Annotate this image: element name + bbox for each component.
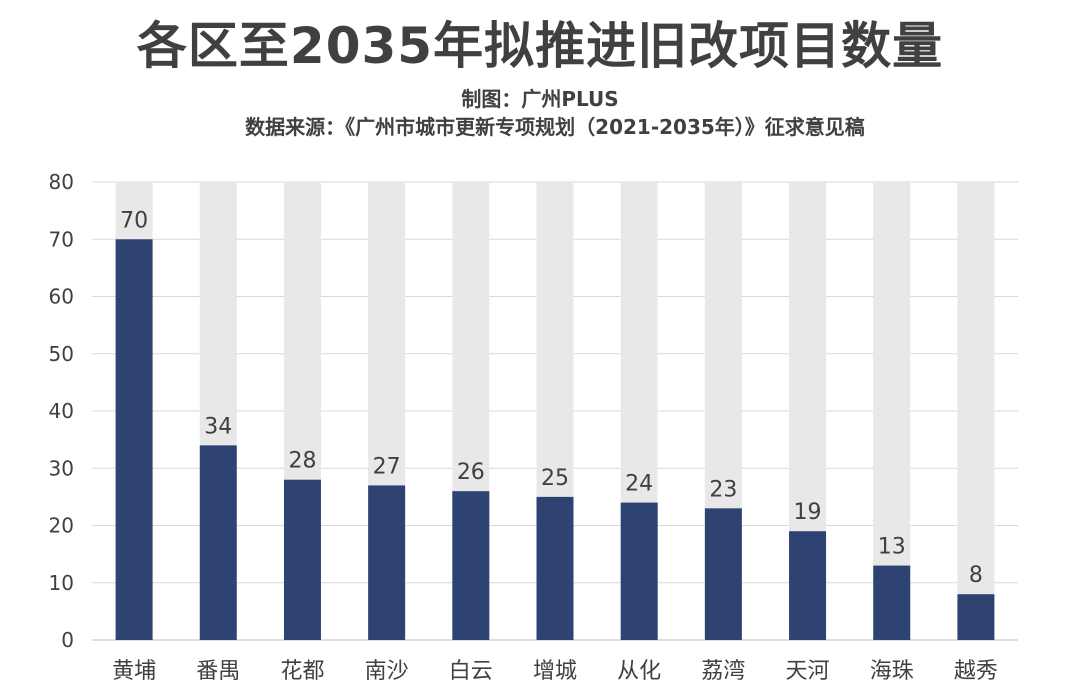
data-label: 27 bbox=[373, 454, 401, 479]
bar bbox=[452, 491, 490, 640]
bar bbox=[620, 502, 658, 640]
data-label: 26 bbox=[457, 460, 485, 485]
bar bbox=[957, 594, 995, 640]
x-tick-label: 荔湾 bbox=[701, 659, 745, 684]
data-labels: 70 34 28 27 26 25 24 23 19 13 8 bbox=[120, 208, 983, 588]
chart-maker-credit: 制图：广州PLUS bbox=[461, 87, 619, 111]
background-bar bbox=[873, 182, 911, 640]
y-tick-label: 0 bbox=[61, 628, 74, 652]
data-label: 25 bbox=[541, 466, 569, 491]
x-tick-label: 越秀 bbox=[954, 659, 998, 684]
bar bbox=[283, 479, 321, 640]
data-label: 70 bbox=[120, 208, 148, 233]
x-tick-label: 番禺 bbox=[196, 659, 240, 684]
data-bars bbox=[115, 239, 995, 640]
data-label: 28 bbox=[288, 449, 316, 474]
bar bbox=[368, 485, 406, 640]
x-tick-label: 增城 bbox=[533, 659, 577, 684]
bar bbox=[536, 496, 574, 640]
data-label: 34 bbox=[204, 414, 232, 439]
y-tick-label: 30 bbox=[49, 456, 74, 480]
x-tick-label: 天河 bbox=[786, 659, 830, 684]
y-tick-label: 10 bbox=[49, 571, 74, 595]
x-tick-label: 花都 bbox=[280, 659, 324, 684]
bar bbox=[115, 239, 153, 640]
x-tick-label: 白云 bbox=[449, 659, 493, 684]
bar bbox=[704, 508, 742, 640]
background-bar bbox=[957, 182, 995, 640]
bar bbox=[789, 531, 827, 640]
data-label: 23 bbox=[709, 477, 737, 502]
x-tick-label: 黄埔 bbox=[112, 659, 156, 684]
data-label: 13 bbox=[878, 535, 906, 560]
bar bbox=[873, 565, 911, 640]
data-label: 19 bbox=[794, 500, 822, 525]
x-tick-label: 海珠 bbox=[870, 659, 914, 684]
x-tick-label: 南沙 bbox=[365, 659, 409, 684]
chart-data-source: 数据来源：《广州市城市更新专项规划（2021-2035年）》征求意见稿 bbox=[245, 115, 865, 139]
y-tick-label: 70 bbox=[49, 227, 74, 251]
y-tick-label: 60 bbox=[49, 285, 74, 309]
chart-title: 各区至2035年拟推进旧改项目数量 bbox=[136, 17, 944, 75]
y-tick-label: 40 bbox=[49, 399, 74, 423]
y-tick-label: 20 bbox=[49, 514, 74, 538]
x-tick-label: 从化 bbox=[617, 659, 661, 684]
x-axis-tick-labels: 黄埔 番禺 花都 南沙 白云 增城 从化 荔湾 天河 海珠 越秀 bbox=[112, 659, 998, 684]
y-tick-label: 80 bbox=[49, 170, 74, 194]
y-axis-tick-labels: 0 10 20 30 40 50 60 70 80 bbox=[49, 170, 74, 652]
y-tick-label: 50 bbox=[49, 342, 74, 366]
data-label: 24 bbox=[625, 472, 653, 497]
data-label: 8 bbox=[969, 563, 983, 588]
bar bbox=[199, 445, 237, 640]
